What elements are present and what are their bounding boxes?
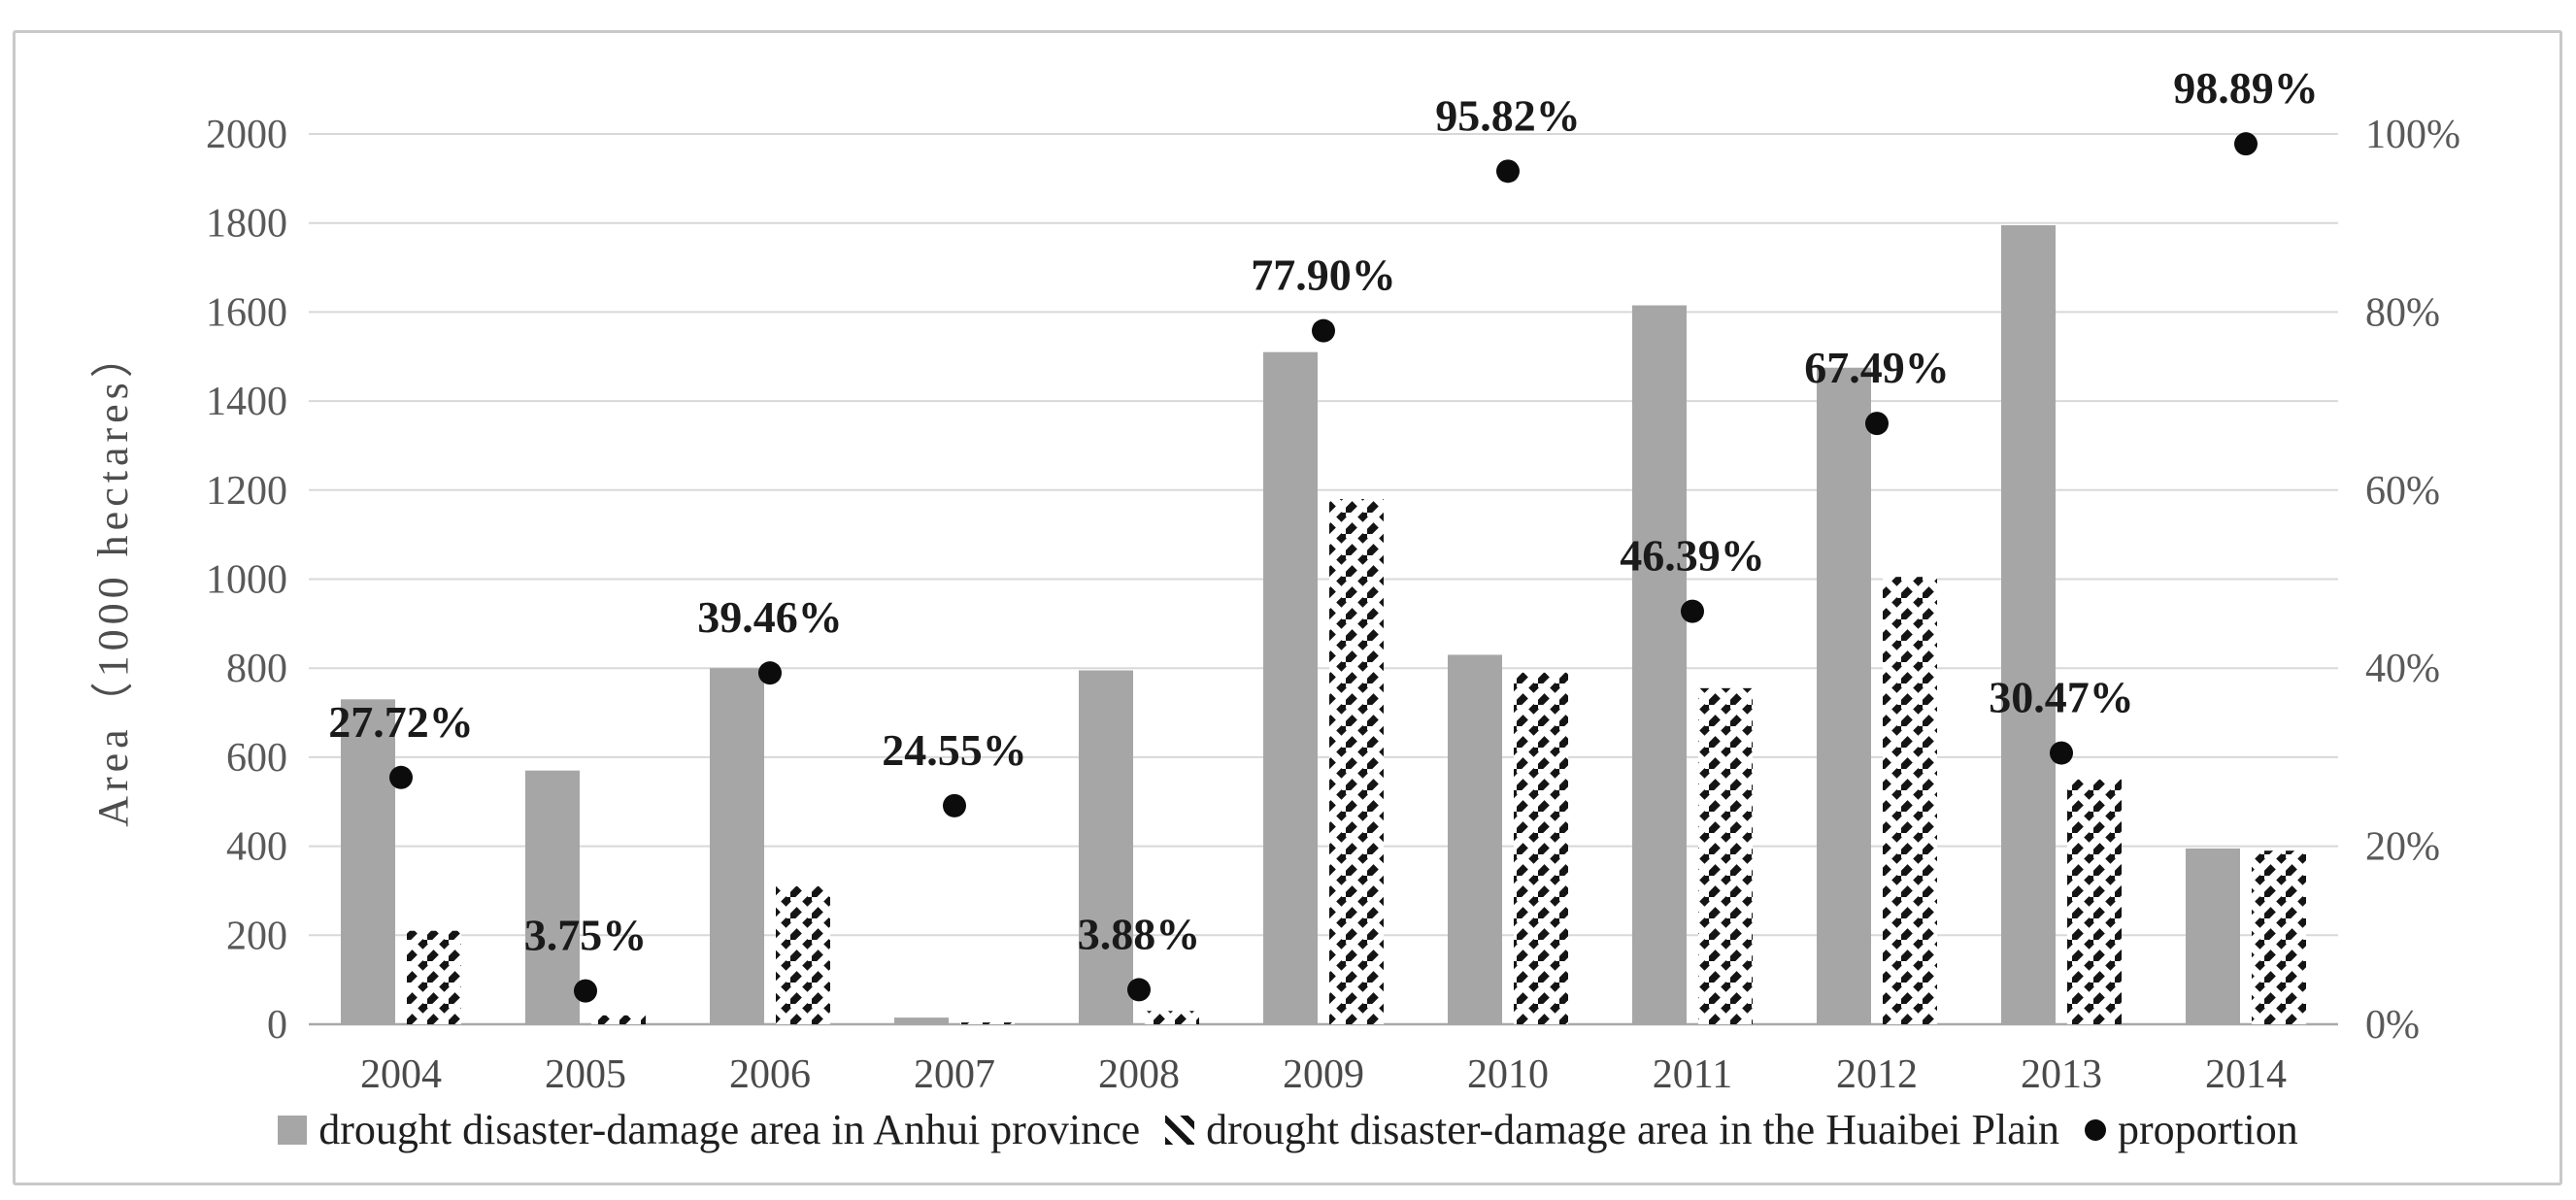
bar-huaibei-2008: [1145, 1011, 1199, 1024]
x-axis-category-label: 2012: [1836, 1052, 1918, 1097]
left-axis-tick: 800: [226, 647, 287, 691]
legend-label-anhui: drought disaster-damage area in Anhui pr…: [318, 1106, 1141, 1153]
x-axis-category-label: 2013: [2021, 1052, 2102, 1097]
bar-anhui-2010: [1448, 654, 1502, 1024]
proportion-label-2011: 46.39%: [1620, 531, 1765, 581]
x-axis-category-label: 2006: [729, 1052, 811, 1097]
proportion-label-2008: 3.88%: [1078, 909, 1201, 958]
left-axis-tick: 1000: [206, 558, 287, 603]
left-axis-tick: 1800: [206, 202, 287, 247]
bar-anhui-2012: [1817, 367, 1871, 1024]
bar-anhui-2013: [2001, 224, 2056, 1024]
left-axis-tick: 400: [226, 825, 287, 870]
bar-huaibei-2006: [776, 885, 830, 1024]
proportion-label-2010: 95.82%: [1435, 90, 1581, 140]
bar-anhui-2014: [2186, 848, 2240, 1024]
bar-anhui-2009: [1263, 351, 1318, 1024]
x-axis-category-label: 2007: [914, 1052, 995, 1097]
right-axis-tick: 80%: [2365, 290, 2440, 335]
left-axis-tick: 1600: [206, 290, 287, 335]
gridlines: [309, 133, 2338, 1026]
bar-huaibei-2014: [2252, 850, 2306, 1024]
proportion-dot-2009: [1312, 318, 1335, 343]
proportion-dot-2012: [1865, 412, 1889, 436]
proportion-label-2004: 27.72%: [328, 697, 474, 747]
proportion-dot-2008: [1127, 978, 1151, 1002]
proportion-label-2012: 67.49%: [1804, 343, 1950, 392]
bars: [341, 224, 2306, 1025]
proportion-label-2009: 77.90%: [1251, 250, 1396, 300]
x-axis-category-label: 2009: [1283, 1052, 1364, 1097]
dot-swatch-icon: [2084, 1118, 2106, 1141]
bar-huaibei-2012: [1883, 577, 1937, 1024]
right-axis-tick: 100%: [2365, 113, 2460, 157]
hatched-bar-swatch-icon: [1165, 1115, 1195, 1145]
right-axis-tick: 0%: [2365, 1003, 2420, 1048]
proportion-label-2013: 30.47%: [1989, 673, 2134, 722]
proportion-dot-2004: [389, 765, 413, 789]
x-axis-category-label: 2008: [1098, 1052, 1180, 1097]
bar-anhui-2004: [341, 699, 395, 1024]
solid-bar-swatch-icon: [278, 1115, 308, 1145]
left-axis-tick: 1200: [206, 469, 287, 514]
left-axis-tick: 2000: [206, 113, 287, 157]
proportion-label-2014: 98.89%: [2173, 63, 2319, 113]
legend-item-huaibei: drought disaster-damage area in the Huai…: [1165, 1105, 2059, 1154]
legend-label-proportion: proportion: [2117, 1106, 2298, 1153]
bar-anhui-2011: [1632, 305, 1687, 1025]
bar-anhui-2006: [710, 668, 764, 1024]
x-axis-category-label: 2014: [2205, 1052, 2287, 1097]
proportion-dot-2013: [2050, 741, 2073, 765]
proportion-dot-2007: [943, 793, 966, 817]
proportion-dot-2006: [758, 661, 782, 685]
data-labels: 27.72% 3.75% 39.46% 24.55% 3.88% 77.90% 95.82%…: [328, 63, 2319, 959]
proportion-dot-2010: [1496, 159, 1520, 183]
bar-anhui-2005: [525, 770, 580, 1024]
bar-huaibei-2004: [407, 930, 461, 1024]
proportion-label-2006: 39.46%: [697, 592, 843, 642]
x-axis-category-label: 2010: [1467, 1052, 1549, 1097]
proportion-dot-2005: [574, 979, 597, 1003]
bar-huaibei-2010: [1514, 672, 1568, 1024]
right-axis-tick: 60%: [2365, 469, 2440, 514]
y-axis-title: Area（1000 hectares）: [89, 330, 137, 827]
proportion-label-2005: 3.75%: [524, 911, 648, 960]
bar-huaibei-2005: [591, 1015, 646, 1024]
proportion-dot-2014: [2234, 132, 2258, 156]
right-axis-tick: 40%: [2365, 647, 2440, 691]
left-axis-tick: 600: [226, 736, 287, 781]
x-axis-category-label: 2005: [545, 1052, 626, 1097]
axis-labels: 0 200 400 600 800 1000 1200 1400 1600 1800 2000 0% 2…: [206, 113, 2460, 1097]
bar-huaibei-2011: [1698, 687, 1753, 1024]
left-axis-tick: 1400: [206, 380, 287, 424]
left-axis-tick: 0: [267, 1003, 287, 1048]
proportion-label-2007: 24.55%: [882, 725, 1027, 775]
legend-label-huaibei: drought disaster-damage area in the Huai…: [1206, 1106, 2059, 1153]
bar-huaibei-2009: [1329, 498, 1384, 1024]
bar-huaibei-2013: [2067, 779, 2122, 1024]
bar-anhui-2008: [1079, 670, 1133, 1024]
proportion-dots: [389, 132, 2258, 1003]
legend-item-anhui: drought disaster-damage area in Anhui pr…: [278, 1105, 1140, 1154]
bar-huaibei-2007: [960, 1022, 1015, 1024]
bar-anhui-2007: [894, 1017, 949, 1024]
legend: drought disaster-damage area in Anhui pr…: [0, 1105, 2576, 1154]
x-axis-category-label: 2004: [360, 1052, 442, 1097]
proportion-dot-2011: [1681, 599, 1704, 623]
left-axis-tick: 200: [226, 914, 287, 958]
right-axis-tick: 20%: [2365, 825, 2440, 870]
legend-item-proportion: proportion: [2084, 1105, 2298, 1154]
x-axis-category-label: 2011: [1653, 1052, 1732, 1097]
